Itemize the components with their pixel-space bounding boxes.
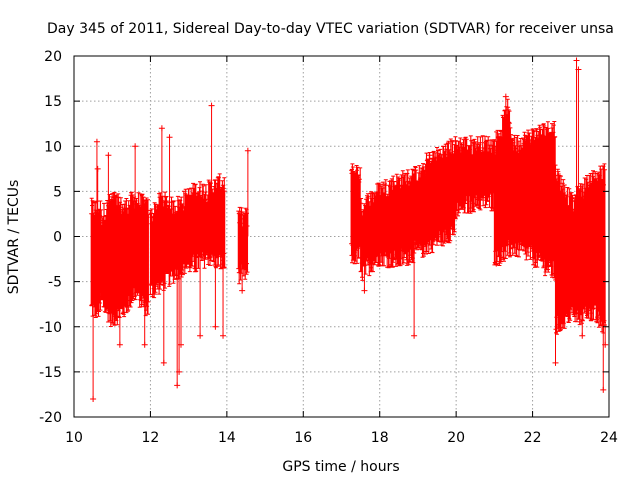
outlier-point: [212, 236, 219, 330]
series-markers: [511, 121, 558, 281]
x-tick-label: 12: [142, 430, 160, 446]
outlier-point: [573, 57, 580, 237]
outlier-point: [141, 236, 148, 348]
outlier-point: [158, 125, 165, 237]
outlier-point: [178, 236, 184, 348]
outlier-point: [361, 236, 368, 294]
series-segment: [349, 163, 363, 265]
y-axis: -20 -15 -10 -5 0 5 10 15 20: [39, 49, 609, 426]
x-tick-label: 22: [524, 430, 542, 446]
x-tick-label: 10: [65, 430, 83, 446]
outlier-point: [600, 236, 607, 393]
outlier-point: [426, 152, 433, 237]
outlier-point: [411, 236, 418, 339]
y-tick-label: -5: [48, 275, 62, 291]
series-markers: [236, 206, 250, 285]
outlier-point: [90, 236, 97, 402]
outlier-point: [579, 236, 586, 339]
series-segment: [454, 135, 497, 217]
outlier-point: [116, 236, 123, 348]
series-segment: [236, 206, 250, 285]
series-markers: [423, 136, 458, 255]
x-tick-label: 14: [218, 430, 236, 446]
series-markers: [349, 163, 363, 265]
y-tick-label: 0: [53, 230, 62, 246]
y-tick-label: 5: [53, 184, 62, 200]
outlier-point: [493, 236, 500, 267]
x-axis-label: GPS time / hours: [282, 459, 399, 475]
outlier-point: [93, 138, 100, 237]
y-axis-label: SDTVAR / TECUs: [6, 180, 22, 295]
series-segment: [511, 121, 558, 281]
series-segment: [423, 136, 458, 255]
y-tick-label: 15: [44, 94, 62, 110]
outlier-point: [208, 102, 215, 237]
x-axis: 10 12 14 16 18 20 22 24: [65, 56, 618, 446]
series-bars: [493, 99, 514, 266]
series-bars: [100, 192, 149, 327]
outlier-point: [575, 66, 582, 237]
series-segment: [148, 173, 227, 299]
y-tick-label: -15: [39, 365, 62, 381]
x-tick-label: 20: [447, 430, 465, 446]
outlier-point: [132, 143, 139, 237]
outlier-point: [166, 134, 173, 237]
series-segment: [572, 163, 607, 334]
y-tick-label: -20: [39, 410, 62, 426]
outlier-point: [105, 152, 112, 237]
series-bars: [350, 163, 361, 264]
series-bars: [455, 135, 495, 216]
outlier-point: [220, 236, 227, 339]
series-bars: [149, 173, 226, 298]
x-tick-label: 18: [371, 430, 389, 446]
series-markers: [98, 191, 151, 327]
series-markers: [358, 163, 428, 281]
series-markers: [553, 164, 577, 335]
series-bars: [512, 121, 556, 280]
y-tick-label: -10: [39, 320, 62, 336]
x-tick-label: 24: [600, 430, 618, 446]
series-bars: [425, 136, 457, 254]
series-segment: [553, 164, 577, 335]
outlier-point: [174, 236, 181, 389]
series-segment: [358, 163, 428, 281]
series-bars: [574, 163, 606, 333]
outlier-point: [239, 236, 246, 294]
y-tick-label: 20: [44, 49, 62, 65]
outlier-point: [502, 93, 509, 237]
chart-title: Day 345 of 2011, Sidereal Day-to-day VTE…: [47, 21, 614, 37]
outlier-point: [197, 236, 204, 339]
outlier-point: [552, 236, 559, 366]
outlier-point: [160, 236, 167, 366]
outlier-point: [176, 236, 183, 375]
series-markers: [454, 135, 497, 217]
data-series: [89, 57, 609, 402]
series-segment: [98, 191, 151, 327]
y-tick-label: 10: [44, 139, 62, 155]
outlier-point: [94, 165, 101, 237]
series-markers: [572, 163, 607, 334]
series-bars: [360, 163, 426, 281]
outlier-point: [244, 147, 251, 237]
x-tick-label: 16: [294, 430, 312, 446]
